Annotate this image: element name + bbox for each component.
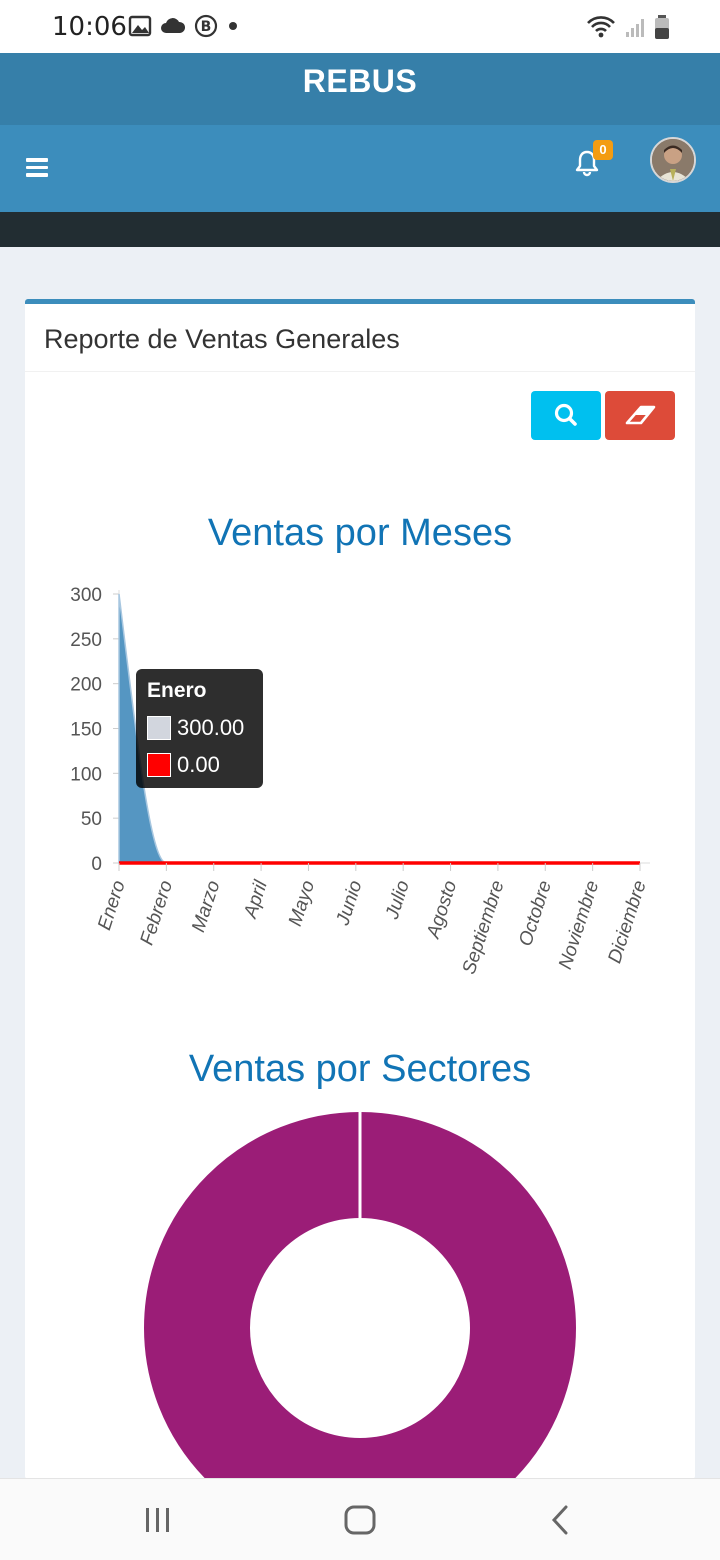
b-circle-icon: B xyxy=(194,14,218,38)
recent-apps-icon[interactable] xyxy=(140,1505,176,1535)
app-header: REBUS xyxy=(0,53,720,125)
box-header: Reporte de Ventas Generales xyxy=(25,304,695,372)
tooltip-swatch-2 xyxy=(147,753,171,777)
sidebar-strip xyxy=(0,212,720,247)
tooltip-swatch-1 xyxy=(147,716,171,740)
x-tick-label: Agosto xyxy=(423,878,462,942)
wifi-icon xyxy=(587,16,615,38)
donut-chart xyxy=(144,1110,576,1478)
status-icons-right xyxy=(586,14,670,40)
android-nav-bar xyxy=(0,1478,720,1560)
x-tick-label: Diciembre xyxy=(604,878,650,966)
y-tick-label: 250 xyxy=(70,630,102,651)
app-brand[interactable]: REBUS xyxy=(302,63,418,99)
chart-title-sectors: Ventas por Sectores xyxy=(188,1048,532,1090)
x-tick-label: Julio xyxy=(382,878,414,923)
status-time: 10:06 xyxy=(52,12,127,42)
x-tick-label: Junio xyxy=(332,878,366,929)
cloud-icon xyxy=(161,18,186,33)
y-tick-label: 100 xyxy=(70,764,102,785)
top-navbar xyxy=(0,125,720,212)
x-tick-label: Mayo xyxy=(285,878,319,929)
image-icon xyxy=(128,15,152,37)
dot-icon xyxy=(229,22,237,30)
status-bar: 10:06 B xyxy=(0,0,720,53)
tooltip-row-series-2: 0.00 xyxy=(147,752,220,778)
x-tick-label: Febrero xyxy=(137,878,178,948)
report-title: Reporte de Ventas Generales xyxy=(44,324,400,354)
signal-icon xyxy=(626,19,644,37)
tooltip-title: Enero xyxy=(147,679,207,702)
notification-badge: 0 xyxy=(593,140,613,160)
search-button[interactable] xyxy=(531,391,601,440)
y-tick-label: 200 xyxy=(70,675,102,696)
search-icon xyxy=(554,403,577,426)
status-icons-left: B xyxy=(128,14,240,38)
user-avatar[interactable] xyxy=(650,137,696,183)
y-tick-label: 50 xyxy=(81,809,102,830)
battery-icon xyxy=(655,15,669,39)
menu-toggle-button[interactable] xyxy=(26,158,48,177)
report-box: Reporte de Ventas Generales xyxy=(25,299,695,1479)
chart-title-months: Ventas por Meses xyxy=(207,512,513,554)
x-tick-label: Marzo xyxy=(188,878,224,935)
x-tick-label: Octobre xyxy=(515,878,556,949)
x-tick-label: Noviembre xyxy=(555,878,603,972)
eraser-icon xyxy=(625,405,656,425)
home-icon[interactable] xyxy=(342,1504,378,1536)
tooltip-row-series-1: 300.00 xyxy=(147,715,244,741)
x-tick-label: Enero xyxy=(94,878,130,933)
x-tick-label: Septiembre xyxy=(459,878,509,977)
tooltip-value-1: 300.00 xyxy=(177,715,245,740)
svg-text:B: B xyxy=(201,19,212,35)
clear-button[interactable] xyxy=(605,391,675,440)
tooltip-value-2: 0.00 xyxy=(177,752,220,777)
chart-tooltip: Enero 300.00 0.00 xyxy=(136,669,263,788)
y-tick-label: 300 xyxy=(70,585,102,606)
back-icon[interactable] xyxy=(546,1503,576,1537)
y-tick-label: 0 xyxy=(91,854,102,875)
bell-icon[interactable] xyxy=(574,149,600,177)
x-tick-label: April xyxy=(240,877,272,921)
y-tick-label: 150 xyxy=(70,720,102,741)
